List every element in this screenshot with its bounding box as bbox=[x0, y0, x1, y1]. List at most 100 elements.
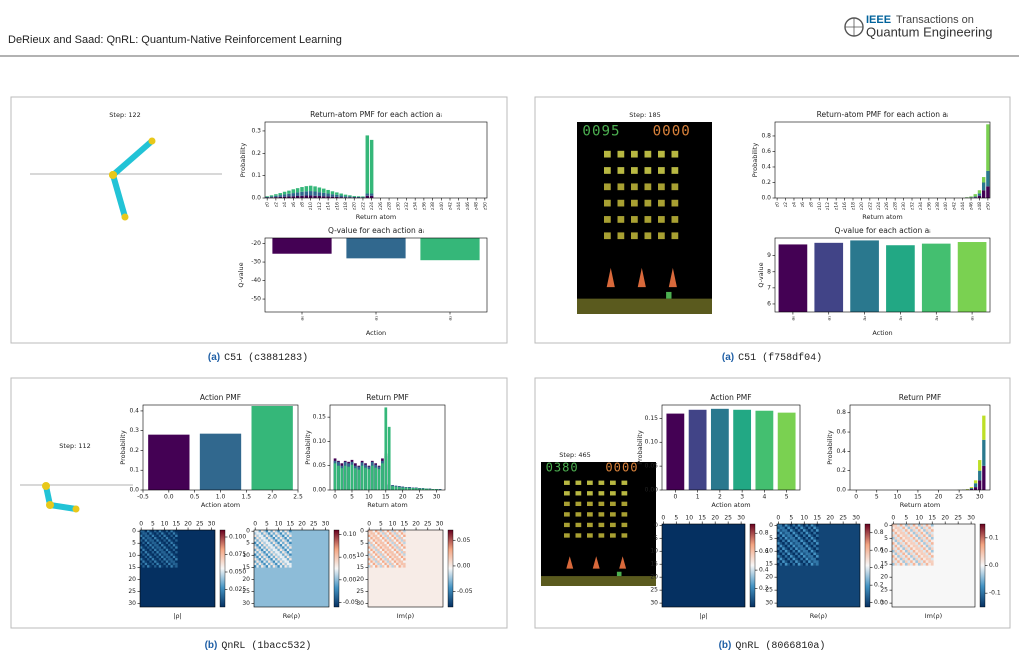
heatmap-cell bbox=[258, 534, 262, 538]
heatmap-cell bbox=[800, 536, 804, 540]
heatmap-cell bbox=[902, 524, 906, 527]
x-tick-label: z20 bbox=[859, 202, 865, 210]
x-tick-label: 20 bbox=[941, 515, 949, 522]
bar-segment bbox=[335, 196, 339, 198]
heatmap-cell bbox=[372, 560, 376, 563]
x-tick-label: a₁ bbox=[827, 316, 832, 321]
y-tick-label: 0.05 bbox=[313, 462, 327, 469]
heatmap-cell bbox=[403, 558, 406, 561]
colorbar-tick-label: 0.2 bbox=[759, 585, 769, 592]
heatmap-cell bbox=[284, 537, 287, 540]
heatmap-cell bbox=[902, 529, 906, 532]
heatmap-cell bbox=[144, 544, 148, 547]
heatmap-cell bbox=[403, 553, 406, 556]
heatmap-cell bbox=[275, 553, 278, 556]
bar-segment bbox=[982, 439, 986, 466]
heatmap-cell bbox=[386, 541, 390, 545]
heatmap-cell bbox=[254, 558, 257, 561]
heatmap-cell bbox=[175, 546, 178, 549]
heatmap-cell bbox=[813, 544, 817, 548]
bar-segment bbox=[313, 195, 317, 198]
y-tick-label: 15 bbox=[650, 561, 658, 568]
heatmap-cell bbox=[172, 537, 176, 540]
x-tick-label: 15 bbox=[382, 494, 390, 501]
invader bbox=[587, 480, 593, 485]
heatmap-cell bbox=[254, 544, 257, 547]
x-tick-label: 15 bbox=[698, 515, 706, 522]
heatmap-cell bbox=[789, 531, 793, 535]
bar-segment bbox=[291, 193, 296, 197]
heatmap-cell bbox=[393, 555, 397, 559]
heatmap-cell bbox=[270, 560, 273, 563]
heatmap-cell bbox=[805, 531, 809, 535]
heatmap-cell bbox=[379, 544, 383, 547]
invader bbox=[617, 232, 625, 240]
heatmap-cell bbox=[163, 534, 166, 538]
bar-segment bbox=[982, 465, 986, 490]
heatmap-cell bbox=[272, 565, 276, 568]
heatmap-cell bbox=[915, 544, 919, 548]
x-tick-label: z22 bbox=[867, 202, 873, 210]
shield bbox=[668, 267, 677, 288]
bar-segment bbox=[282, 191, 287, 195]
heatmap-cell bbox=[286, 546, 290, 549]
y-tick-label: 10 bbox=[356, 552, 364, 559]
heatmap-cell bbox=[904, 531, 908, 535]
heatmap-cell bbox=[800, 555, 804, 558]
heatmap-cell bbox=[779, 549, 783, 553]
heatmap-cell bbox=[813, 531, 817, 535]
heatmap-cell bbox=[172, 544, 176, 547]
heatmap-cell bbox=[928, 552, 932, 556]
heatmap-cell bbox=[172, 560, 176, 563]
invader bbox=[631, 216, 638, 223]
heatmap-cell bbox=[915, 542, 919, 545]
invader bbox=[587, 491, 593, 496]
heatmap-cell bbox=[368, 541, 371, 545]
heatmap-cell bbox=[172, 551, 176, 554]
heatmap-cell bbox=[382, 537, 385, 540]
heatmap-cell bbox=[787, 552, 791, 556]
heatmap-cell bbox=[282, 537, 285, 540]
heatmap-cell bbox=[396, 560, 399, 563]
x-tick-label: 20 bbox=[826, 515, 834, 522]
heatmap-cell bbox=[279, 555, 283, 559]
x-tick-label: z24 bbox=[876, 202, 882, 210]
heatmap-cell bbox=[175, 544, 178, 547]
heatmap-cell bbox=[915, 536, 919, 540]
heatmap-cell bbox=[151, 553, 155, 556]
heatmap-cell bbox=[400, 565, 404, 568]
heatmap-cell bbox=[282, 541, 285, 545]
heatmap-cell bbox=[172, 558, 176, 561]
heatmap-cell bbox=[272, 560, 276, 563]
heatmap-cell bbox=[808, 526, 811, 530]
bar-segment bbox=[357, 469, 361, 490]
heatmap-cell bbox=[372, 534, 376, 538]
heatmap-cell bbox=[375, 546, 378, 549]
bar-segment bbox=[377, 469, 381, 490]
heatmap-cell bbox=[382, 544, 385, 547]
heatmap-cell bbox=[398, 558, 401, 561]
heatmap-cell bbox=[144, 555, 148, 559]
bar-segment bbox=[322, 188, 326, 193]
heatmap-cell bbox=[396, 539, 399, 542]
heatmap-cell bbox=[270, 562, 273, 566]
heatmap-cell bbox=[894, 552, 898, 556]
bar-segment bbox=[365, 193, 370, 196]
heatmap-cell bbox=[391, 562, 394, 566]
heatmap-cell bbox=[270, 539, 273, 542]
heatmap-cell bbox=[795, 555, 798, 558]
heatmap-cell bbox=[147, 555, 150, 559]
invader bbox=[564, 512, 570, 517]
heatmap-cell bbox=[920, 562, 924, 566]
heatmap-cell bbox=[263, 560, 266, 563]
heatmap-cell bbox=[810, 542, 814, 545]
x-tick-label: 0.5 bbox=[190, 494, 200, 501]
heatmap-cell bbox=[899, 529, 903, 532]
heatmap-cell bbox=[923, 531, 926, 535]
x-tick-label: z48 bbox=[474, 202, 480, 210]
heatmap-cell bbox=[279, 544, 283, 547]
heatmap-cell bbox=[920, 524, 924, 527]
y-tick-label: 0 bbox=[884, 522, 888, 529]
heatmap-cell bbox=[396, 532, 399, 535]
x-tick-label: 0 bbox=[661, 515, 665, 522]
